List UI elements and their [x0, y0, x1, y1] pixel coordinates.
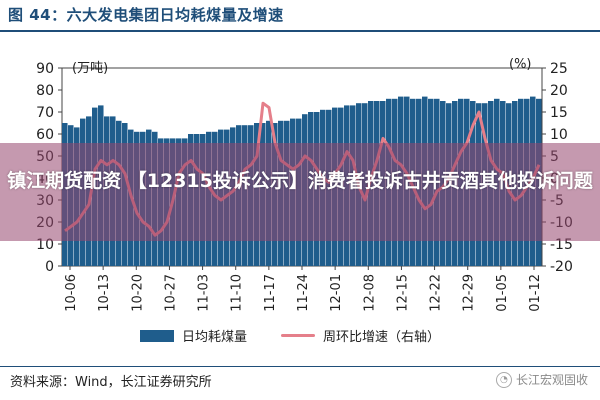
x-tick-label: 11-24	[296, 274, 311, 312]
legend: 日均耗煤量 周环比增速（右轴）	[140, 326, 440, 345]
left-tick-label: 60	[36, 127, 54, 143]
x-tick-label: 12-22	[429, 274, 444, 312]
legend-bar-swatch	[140, 329, 174, 342]
left-axis-unit: (万吨)	[72, 61, 108, 76]
x-tick-label: 12-01	[329, 274, 344, 312]
left-tick-label: 80	[36, 83, 54, 99]
x-tick-label: 10-06	[64, 274, 79, 312]
x-tick-label: 10-20	[130, 274, 145, 312]
right-tick-label: 15	[550, 105, 568, 121]
left-tick-label: 70	[36, 105, 54, 121]
left-tick-label: 0	[45, 259, 54, 275]
x-tick-label: 12-08	[362, 274, 377, 312]
title-divider	[0, 30, 600, 32]
left-tick-label: 90	[36, 61, 54, 77]
x-tick-label: 12-29	[462, 274, 477, 312]
right-tick-label: 25	[550, 61, 568, 77]
x-tick-label: 01-05	[495, 274, 510, 312]
legend-line-label: 周环比增速（右轴）	[323, 330, 441, 345]
legend-bar-label: 日均耗煤量	[182, 330, 248, 345]
x-tick-label: 12-15	[395, 274, 410, 312]
right-tick-label: 10	[550, 127, 568, 143]
x-axis: 10-06 10-13 10-20 10-27 11-03 11-10 11-17 11-24…	[64, 266, 543, 312]
overlay-banner: 镇江期货配资 【12315投诉公示】消费者投诉古井贡酒其他投诉问题	[0, 143, 600, 241]
legend-line-swatch	[281, 334, 316, 337]
right-tick-label: -15	[550, 237, 573, 253]
left-tick-label: 10	[36, 237, 54, 253]
x-tick-label: 11-03	[197, 274, 212, 312]
x-tick-label: 11-10	[230, 274, 245, 312]
right-tick-label: -20	[550, 259, 573, 275]
footer-divider	[0, 366, 600, 367]
right-axis-unit: (%)	[509, 57, 532, 72]
watermark: ◔ 长江宏观固收	[495, 371, 588, 388]
watermark-text: 长江宏观固收	[515, 373, 588, 387]
source-note: 资料来源：Wind，长江证券研究所	[10, 375, 212, 390]
overlay-text: 镇江期货配资 【12315投诉公示】消费者投诉古井贡酒其他投诉问题	[7, 170, 593, 192]
right-tick-label: 20	[550, 83, 568, 99]
figure-title: 图 44：六大发电集团日均耗煤量及增速	[8, 6, 284, 24]
x-tick-label: 10-13	[97, 274, 112, 312]
x-tick-label: 10-27	[163, 274, 178, 312]
wechat-icon: ◔	[495, 371, 512, 388]
x-tick-label: 11-17	[263, 274, 278, 312]
x-tick-label: 01-12	[528, 274, 543, 312]
